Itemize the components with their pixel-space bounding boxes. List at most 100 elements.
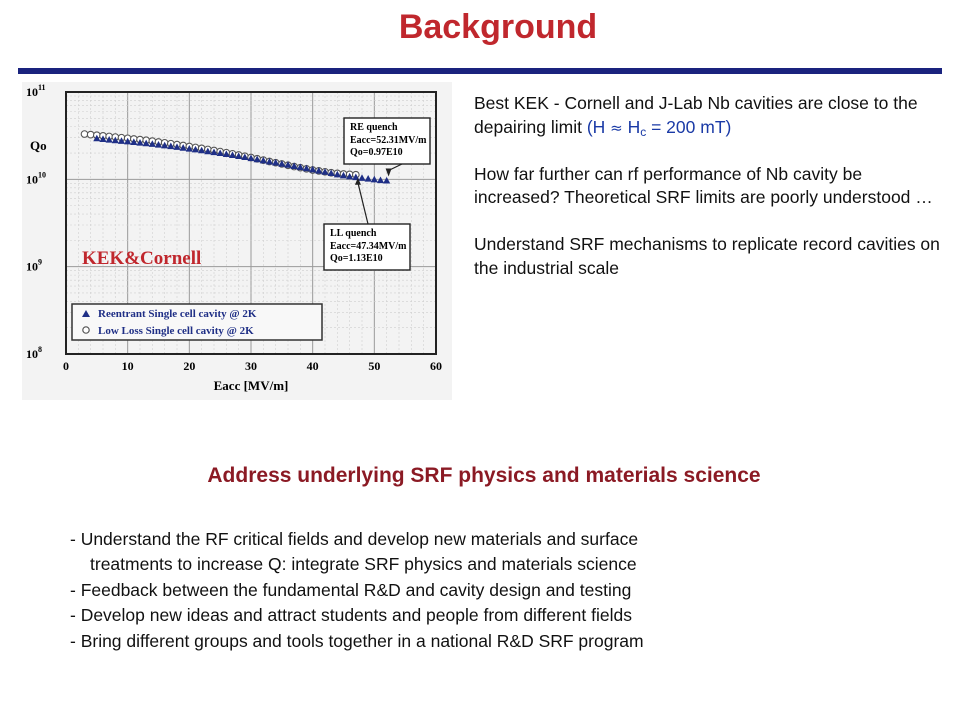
reentrant-point bbox=[185, 144, 193, 152]
reentrant-point bbox=[136, 139, 144, 146]
reentrant-point bbox=[179, 144, 187, 151]
chart-legend: Reentrant Single cell cavity @ 2K Low Lo… bbox=[71, 303, 323, 341]
side-paragraph-3: Understand SRF mechanisms to replicate r… bbox=[474, 234, 940, 278]
reentrant-point bbox=[253, 155, 261, 163]
reentrant-point bbox=[296, 163, 304, 171]
x-tick-label: 10 bbox=[122, 359, 134, 373]
reentrant-point bbox=[333, 170, 341, 178]
reentrant-point bbox=[241, 153, 249, 161]
legend-circle-marker bbox=[82, 326, 90, 334]
reentrant-point bbox=[259, 156, 267, 164]
reentrant-point bbox=[370, 175, 378, 183]
reentrant-point bbox=[346, 172, 354, 180]
side-paragraph-2: How far further can rf performance of Nb… bbox=[474, 163, 933, 208]
x-tick-labels: 0 10 20 30 40 50 60 bbox=[63, 359, 442, 373]
reentrant-point bbox=[327, 169, 335, 177]
reentrant-point bbox=[265, 157, 274, 165]
side-paragraph-1: Best KEK - Cornell and J-Lab Nb cavities… bbox=[474, 93, 918, 139]
y-axis-label: Qo bbox=[30, 138, 47, 153]
series-layer bbox=[80, 130, 391, 184]
reentrant-point bbox=[142, 139, 150, 147]
reentrant-point bbox=[154, 140, 163, 148]
reentrant-point bbox=[235, 152, 243, 160]
reentrant-point bbox=[284, 161, 292, 168]
x-tick-label: 20 bbox=[183, 359, 195, 373]
bullet-1: - Understand the RF critical fields and … bbox=[70, 529, 639, 549]
reentrant-point bbox=[315, 166, 323, 174]
reentrant-point bbox=[222, 150, 230, 158]
reentrant-point bbox=[99, 135, 107, 142]
x-tick-label: 50 bbox=[368, 359, 380, 373]
y-tick-label: 1011 bbox=[26, 83, 46, 99]
annotation-line: Qo=1.13E10 bbox=[330, 253, 383, 264]
ll-quench-annotation: LL quench Eacc=47.34MV/mQo=1.13E10 bbox=[323, 177, 411, 271]
annotation-box bbox=[343, 117, 431, 165]
legend-series-1: Reentrant Single cell cavity @ 2K bbox=[98, 308, 257, 320]
lowloss-point bbox=[86, 130, 95, 139]
reentrant-point bbox=[130, 138, 138, 145]
re-quench-annotation: RE quench Eacc=52.31MV/mQo=0.97E10 bbox=[343, 117, 431, 177]
bullet-2: - Feedback between the fundamental R&D a… bbox=[70, 579, 632, 600]
reentrant-point bbox=[148, 140, 156, 147]
reentrant-point bbox=[358, 174, 366, 181]
reentrant-point bbox=[302, 164, 311, 172]
reentrant-point bbox=[383, 176, 391, 184]
page-title: Background bbox=[398, 8, 598, 46]
annotation-arrowhead bbox=[385, 168, 392, 177]
reentrant-point bbox=[198, 146, 206, 154]
bullet-4: - Bring different groups and tools toget… bbox=[70, 630, 644, 651]
y-tick-label: 108 bbox=[26, 345, 42, 361]
bullet-1-continued: treatments to increase Q: integrate SRF … bbox=[90, 554, 637, 575]
reentrant-point bbox=[191, 145, 200, 153]
reentrant-point bbox=[228, 151, 237, 158]
quench-annotations: RE quench Eacc=52.31MV/mQo=0.97E10 LL quen… bbox=[323, 117, 431, 271]
y-tick-label: 1010 bbox=[26, 170, 46, 186]
y-tick-label: 109 bbox=[26, 258, 42, 274]
annotation-arrowhead bbox=[354, 177, 361, 185]
section-heading: Address underlying SRF physics and mater… bbox=[207, 464, 761, 487]
bullet-3: - Develop new ideas and attract students… bbox=[70, 605, 632, 626]
annotation-line: Eacc=52.31MV/m bbox=[350, 135, 427, 146]
reentrant-point bbox=[93, 134, 101, 142]
annotation-line: Qo=0.97E10 bbox=[350, 147, 403, 158]
lowloss-point bbox=[80, 130, 89, 138]
reentrant-point bbox=[278, 160, 286, 167]
legend-series-2: Low Loss Single cell cavity @ 2K bbox=[98, 325, 254, 337]
reentrant-point bbox=[161, 141, 169, 149]
annotation-arrow bbox=[357, 182, 369, 225]
annotation-title: LL quench bbox=[330, 228, 377, 239]
reentrant-point bbox=[364, 174, 372, 182]
x-tick-label: 60 bbox=[430, 359, 442, 373]
annotation-line: Eacc=47.34MV/m bbox=[330, 241, 407, 252]
reentrant-point bbox=[339, 171, 348, 179]
legend-triangle-marker bbox=[82, 310, 90, 317]
annotation-box bbox=[323, 223, 411, 271]
y-tick-labels: 108 109 1010 1011 bbox=[26, 83, 46, 361]
reentrant-point bbox=[321, 168, 329, 175]
reentrant-point bbox=[272, 158, 280, 166]
reentrant-point bbox=[210, 148, 218, 156]
qo-vs-eacc-chart: Qo Eacc [MV/m] 0 10 20 30 40 50 60 10810910101… bbox=[22, 82, 452, 400]
reentrant-point bbox=[105, 136, 113, 143]
reentrant-point bbox=[376, 176, 385, 184]
reentrant-point bbox=[290, 162, 298, 170]
annotation-title: RE quench bbox=[350, 122, 398, 133]
kek-cornell-label: KEK&Cornell bbox=[82, 248, 201, 269]
reentrant-point bbox=[117, 137, 126, 144]
reentrant-point bbox=[204, 147, 212, 155]
reentrant-point bbox=[173, 143, 181, 150]
x-tick-label: 30 bbox=[245, 359, 257, 373]
bullet-list: - Understand the RF critical fields and … bbox=[70, 527, 930, 654]
reentrant-point bbox=[111, 136, 119, 144]
plot-frame bbox=[65, 91, 437, 355]
reentrant-point bbox=[309, 165, 317, 173]
reentrant-point bbox=[216, 149, 224, 157]
reentrant-point bbox=[124, 137, 132, 145]
side-text: Best KEK - Cornell and J-Lab Nb cavities… bbox=[474, 92, 944, 303]
x-axis-label: Eacc [MV/m] bbox=[214, 378, 289, 393]
reentrant-point bbox=[247, 154, 255, 162]
reentrant-point bbox=[167, 142, 175, 150]
title-rule bbox=[18, 68, 942, 74]
x-tick-label: 40 bbox=[307, 359, 319, 373]
x-tick-label: 0 bbox=[63, 359, 69, 373]
